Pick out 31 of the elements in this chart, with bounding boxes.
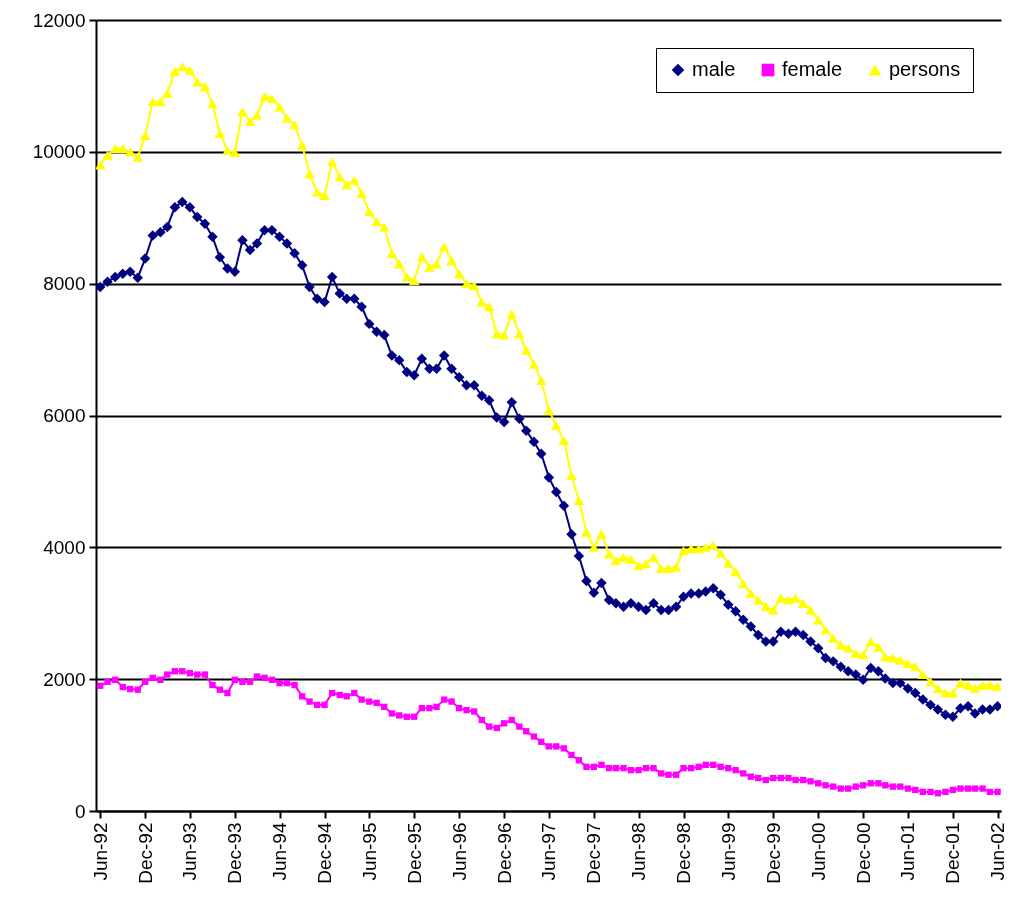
legend-label: female: [782, 58, 843, 80]
x-tick-label: Jun-00: [807, 822, 829, 881]
y-tick-label: 8000: [43, 273, 86, 295]
x-tick-label: Dec-94: [314, 822, 336, 884]
y-tick-label: 2000: [43, 668, 86, 690]
x-tick-label: Dec-95: [403, 822, 425, 884]
x-tick-label: Dec-98: [673, 822, 695, 884]
x-tick-label: Jun-98: [628, 822, 650, 881]
x-tick-label: Jun-94: [269, 822, 291, 881]
x-tick-label: Dec-00: [852, 822, 874, 884]
x-tick-label: Dec-99: [762, 822, 784, 884]
x-tick-label: Jun-02: [987, 822, 1009, 881]
x-tick-label: Jun-99: [717, 822, 739, 881]
x-tick-label: Dec-93: [224, 822, 246, 884]
x-tick-label: Dec-92: [134, 822, 156, 884]
y-tick-label: 10000: [32, 141, 86, 163]
x-tick-label: Jun-92: [89, 822, 111, 881]
x-tick-label: Jun-96: [448, 822, 470, 881]
y-tick-label: 6000: [43, 405, 86, 426]
x-tick-label: Jun-93: [179, 822, 201, 881]
x-tick-label: Dec-96: [493, 822, 515, 884]
y-tick-label: 12000: [32, 9, 86, 31]
x-tick-label: Jun-95: [358, 822, 380, 881]
x-tick-label: Jun-97: [538, 822, 560, 881]
y-tick-label: 0: [74, 800, 86, 822]
x-tick-label: Dec-97: [583, 822, 605, 884]
x-tick-label: Dec-01: [942, 822, 964, 884]
x-tick-label: Jun-01: [897, 822, 919, 881]
legend-label: persons: [889, 58, 961, 80]
y-tick-label: 4000: [43, 536, 86, 558]
legend-label: male: [692, 58, 736, 80]
